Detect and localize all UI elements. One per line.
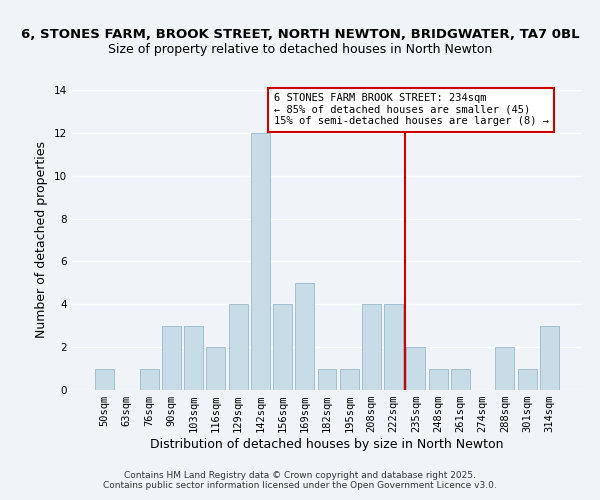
Bar bbox=[384, 304, 403, 390]
Text: Contains HM Land Registry data © Crown copyright and database right 2025.
Contai: Contains HM Land Registry data © Crown c… bbox=[103, 470, 497, 490]
Y-axis label: Number of detached properties: Number of detached properties bbox=[35, 142, 49, 338]
Bar bbox=[162, 326, 181, 390]
Bar bbox=[340, 368, 359, 390]
Bar bbox=[140, 368, 158, 390]
Bar bbox=[540, 326, 559, 390]
Bar bbox=[251, 133, 270, 390]
Bar bbox=[451, 368, 470, 390]
Bar bbox=[406, 347, 425, 390]
Text: 6, STONES FARM, BROOK STREET, NORTH NEWTON, BRIDGWATER, TA7 0BL: 6, STONES FARM, BROOK STREET, NORTH NEWT… bbox=[20, 28, 580, 40]
Bar bbox=[229, 304, 248, 390]
Bar bbox=[362, 304, 381, 390]
Bar bbox=[295, 283, 314, 390]
Bar bbox=[518, 368, 536, 390]
Text: Size of property relative to detached houses in North Newton: Size of property relative to detached ho… bbox=[108, 42, 492, 56]
Bar bbox=[206, 347, 225, 390]
Bar bbox=[184, 326, 203, 390]
Bar bbox=[317, 368, 337, 390]
X-axis label: Distribution of detached houses by size in North Newton: Distribution of detached houses by size … bbox=[150, 438, 504, 451]
Bar bbox=[273, 304, 292, 390]
Text: 6 STONES FARM BROOK STREET: 234sqm
← 85% of detached houses are smaller (45)
15%: 6 STONES FARM BROOK STREET: 234sqm ← 85%… bbox=[274, 93, 548, 126]
Bar bbox=[496, 347, 514, 390]
Bar bbox=[429, 368, 448, 390]
Bar bbox=[95, 368, 114, 390]
